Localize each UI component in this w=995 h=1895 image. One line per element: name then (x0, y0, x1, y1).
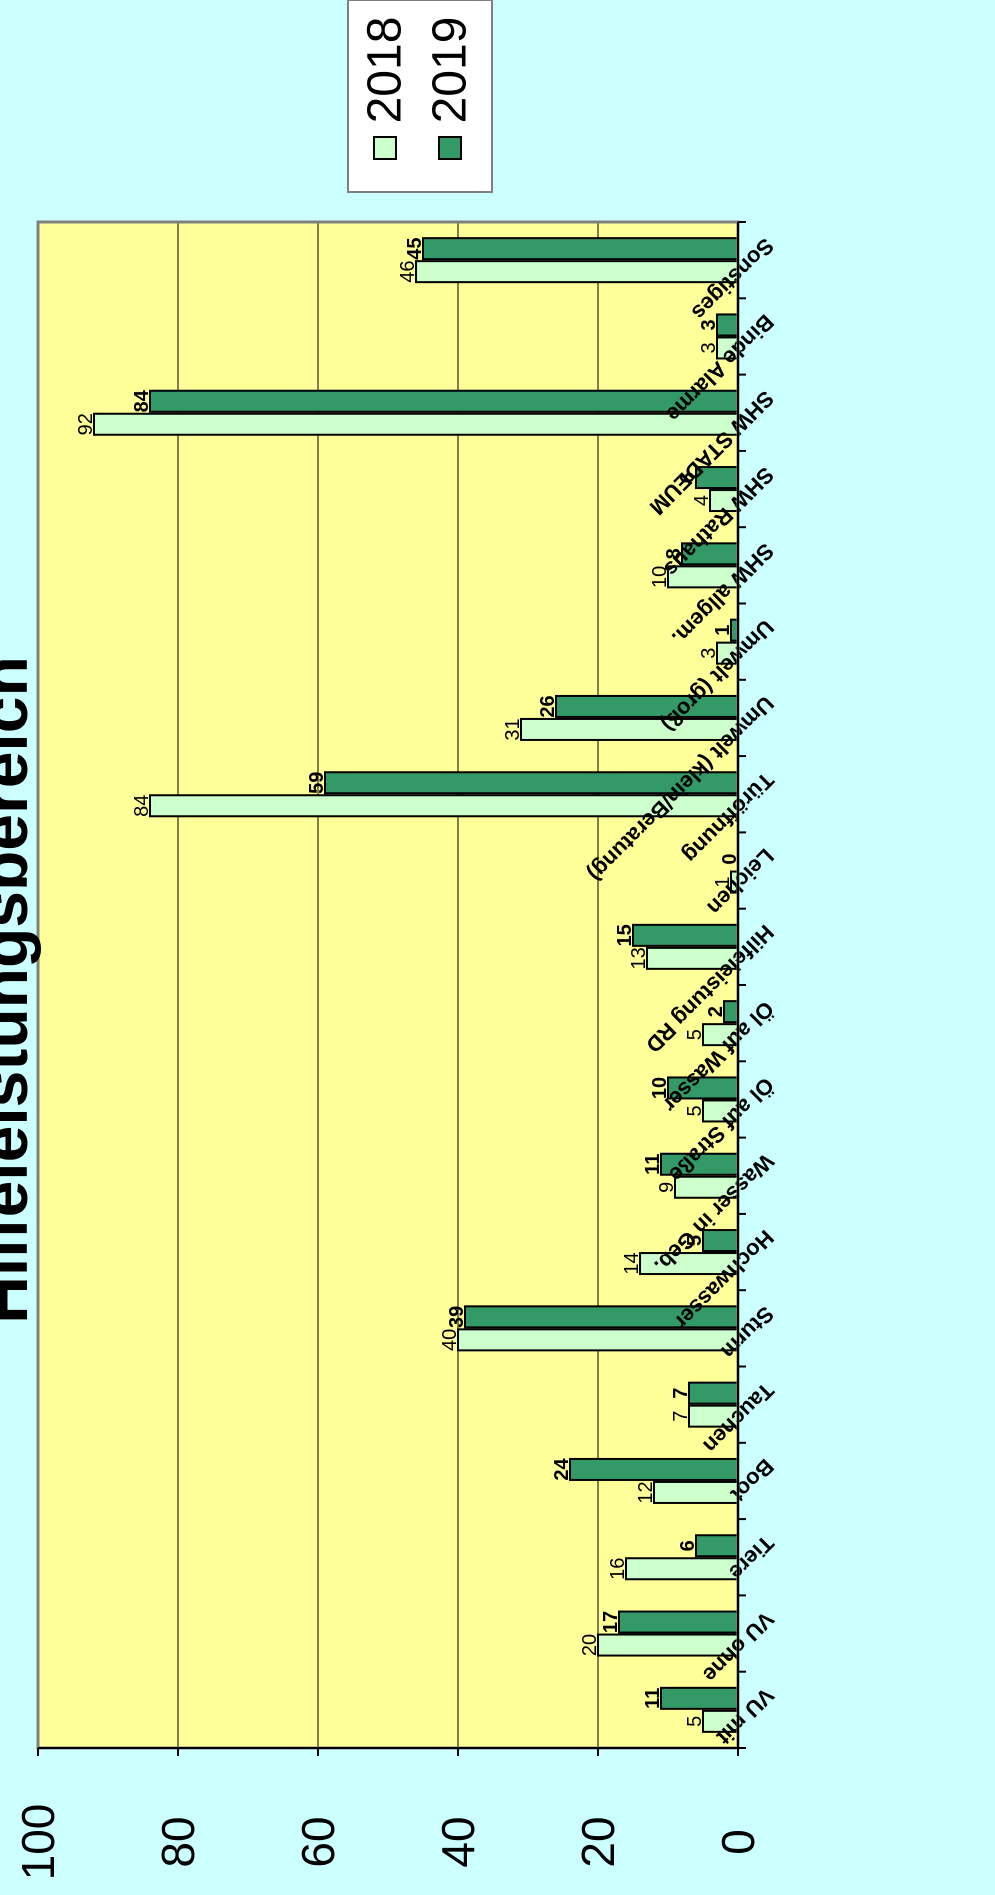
bar-2019-10 (632, 923, 739, 947)
value-label: 3 (698, 648, 720, 659)
y-tick-label: 100 (12, 1804, 64, 1881)
value-label: 31 (502, 718, 524, 740)
value-label: 13 (628, 947, 650, 969)
value-label: 11 (642, 1154, 664, 1175)
value-label: 3 (698, 342, 720, 353)
bar-2019-1 (618, 1610, 739, 1634)
value-label: 84 (131, 795, 153, 817)
value-label: 39 (446, 1306, 468, 1328)
value-label: 9 (656, 1182, 678, 1193)
y-tick-label: 80 (152, 1816, 204, 1867)
value-label: 7 (670, 1388, 692, 1399)
value-label: 1 (712, 625, 734, 636)
y-tick-label: 40 (432, 1816, 484, 1867)
value-label: 59 (306, 772, 328, 794)
bar-2019-4 (688, 1381, 739, 1405)
legend-label-2018: 2018 (359, 17, 412, 124)
y-tick-label: 60 (292, 1816, 344, 1867)
bar-2018-3 (653, 1480, 739, 1504)
value-label: 10 (649, 566, 671, 588)
bar-2019-18 (716, 313, 739, 337)
bar-2018-17 (93, 412, 739, 436)
bar-2019-2 (695, 1534, 739, 1558)
value-label: 6 (677, 472, 699, 483)
legend-swatch-2018 (373, 136, 397, 160)
value-label: 0 (719, 853, 741, 864)
bar-2018-5 (457, 1328, 739, 1352)
plot-area (38, 222, 738, 1748)
value-label: 24 (551, 1457, 573, 1480)
value-label: 5 (684, 1029, 706, 1040)
value-label: 26 (537, 695, 559, 717)
value-label: 2 (705, 1006, 727, 1017)
legend-label-2019: 2019 (424, 17, 477, 124)
value-label: 5 (684, 1716, 706, 1727)
value-label: 12 (635, 1481, 657, 1503)
bar-2019-17 (149, 389, 739, 413)
value-label: 1 (712, 876, 734, 887)
value-label: 14 (621, 1252, 643, 1274)
legend-swatch-2019 (438, 136, 462, 160)
value-label: 11 (642, 1688, 664, 1709)
bar-2019-0 (660, 1686, 739, 1710)
value-label: 6 (677, 1540, 699, 1551)
value-label: 7 (670, 1411, 692, 1422)
value-label: 40 (439, 1329, 461, 1351)
bar-2018-2 (625, 1557, 739, 1581)
value-label: 3 (698, 319, 720, 330)
y-tick-label: 0 (712, 1829, 764, 1855)
bar-2019-19 (422, 237, 739, 261)
bar-2019-3 (569, 1457, 739, 1481)
legend-box (347, 0, 493, 193)
value-label: 17 (600, 1611, 622, 1633)
chart-title: Hilfeleistungsbereich (0, 656, 41, 1324)
bar-2018-19 (415, 260, 739, 284)
value-label: 8 (663, 548, 685, 559)
value-label: 15 (614, 924, 636, 946)
value-label: 4 (691, 495, 713, 506)
value-label: 46 (397, 261, 419, 283)
value-label: 84 (131, 389, 153, 412)
value-label: 92 (75, 413, 97, 435)
value-label: 10 (649, 1077, 671, 1099)
y-tick-label: 20 (572, 1816, 624, 1867)
value-label: 5 (684, 1105, 706, 1116)
value-label: 5 (684, 1235, 706, 1246)
value-label: 16 (607, 1558, 629, 1580)
value-label: 20 (579, 1634, 601, 1656)
value-label: 45 (404, 238, 426, 260)
bar-2018-13 (520, 717, 739, 741)
